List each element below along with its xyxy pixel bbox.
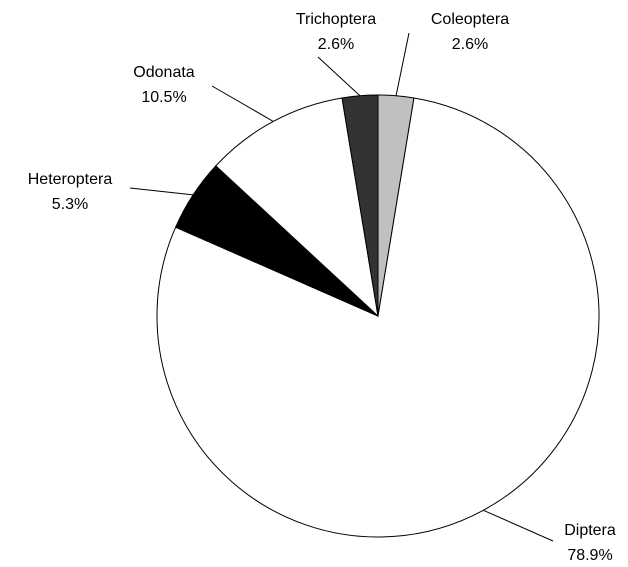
slice-label: Odonata bbox=[133, 64, 194, 81]
pie-slice bbox=[341, 94, 379, 317]
slice-label: Trichoptera bbox=[296, 11, 376, 28]
pie-slice bbox=[156, 97, 600, 538]
slice-label: Heteroptera bbox=[28, 171, 113, 188]
slice-value-label: 78.9% bbox=[567, 547, 612, 564]
slice-value-label: 10.5% bbox=[141, 89, 186, 106]
slice-value-label: 5.3% bbox=[52, 196, 88, 213]
leader-line bbox=[211, 85, 274, 122]
leader-line bbox=[129, 187, 194, 196]
leader-line bbox=[395, 32, 410, 96]
slice-label: Diptera bbox=[564, 522, 616, 539]
leader-line bbox=[483, 509, 554, 542]
pie-slice bbox=[215, 97, 379, 318]
slice-value-label: 2.6% bbox=[452, 36, 488, 53]
leader-line bbox=[317, 56, 361, 97]
slice-value-label: 2.6% bbox=[318, 36, 354, 53]
slice-label: Coleoptera bbox=[431, 11, 509, 28]
